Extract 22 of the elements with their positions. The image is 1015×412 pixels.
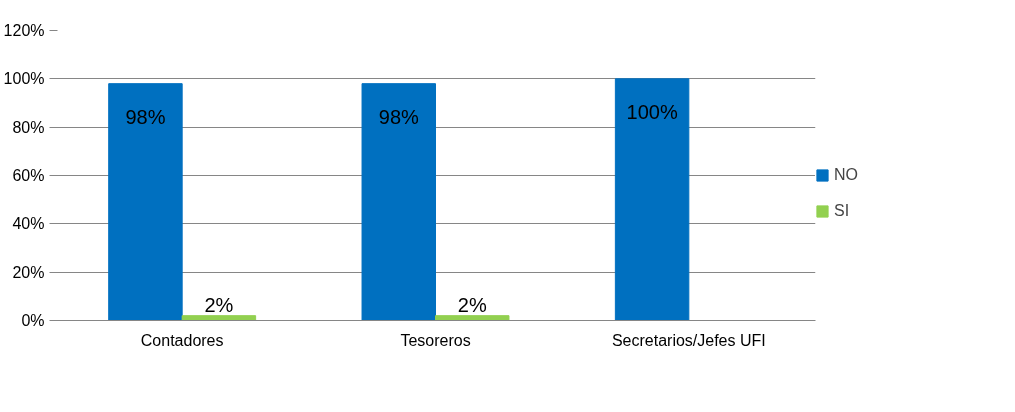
y-tick-label: 100% [3, 70, 45, 88]
data-label: 2% [457, 293, 487, 316]
y-tick-label: 20% [12, 263, 45, 281]
data-label: 98% [125, 105, 166, 128]
legend-label: SI [834, 202, 851, 220]
data-label: 100% [626, 100, 678, 123]
y-tick-label: 120% [3, 22, 45, 39]
bar [435, 315, 510, 321]
bar [614, 78, 690, 321]
x-tick-label: Secretarios/Jefes UFI [611, 331, 766, 349]
y-tick-label: 40% [12, 215, 45, 233]
bar [108, 83, 183, 321]
y-tick-label: 60% [12, 167, 45, 184]
y-tick-label: 0% [21, 312, 45, 329]
bar [181, 315, 257, 321]
data-label: 2% [204, 293, 234, 316]
x-tick-label: Tesoreros [400, 331, 471, 349]
legend-label: NO [834, 166, 858, 184]
y-tick-label: 80% [12, 118, 45, 136]
bar [361, 83, 436, 321]
data-label: 98% [378, 105, 419, 128]
x-tick-label: Contadores [140, 331, 224, 349]
